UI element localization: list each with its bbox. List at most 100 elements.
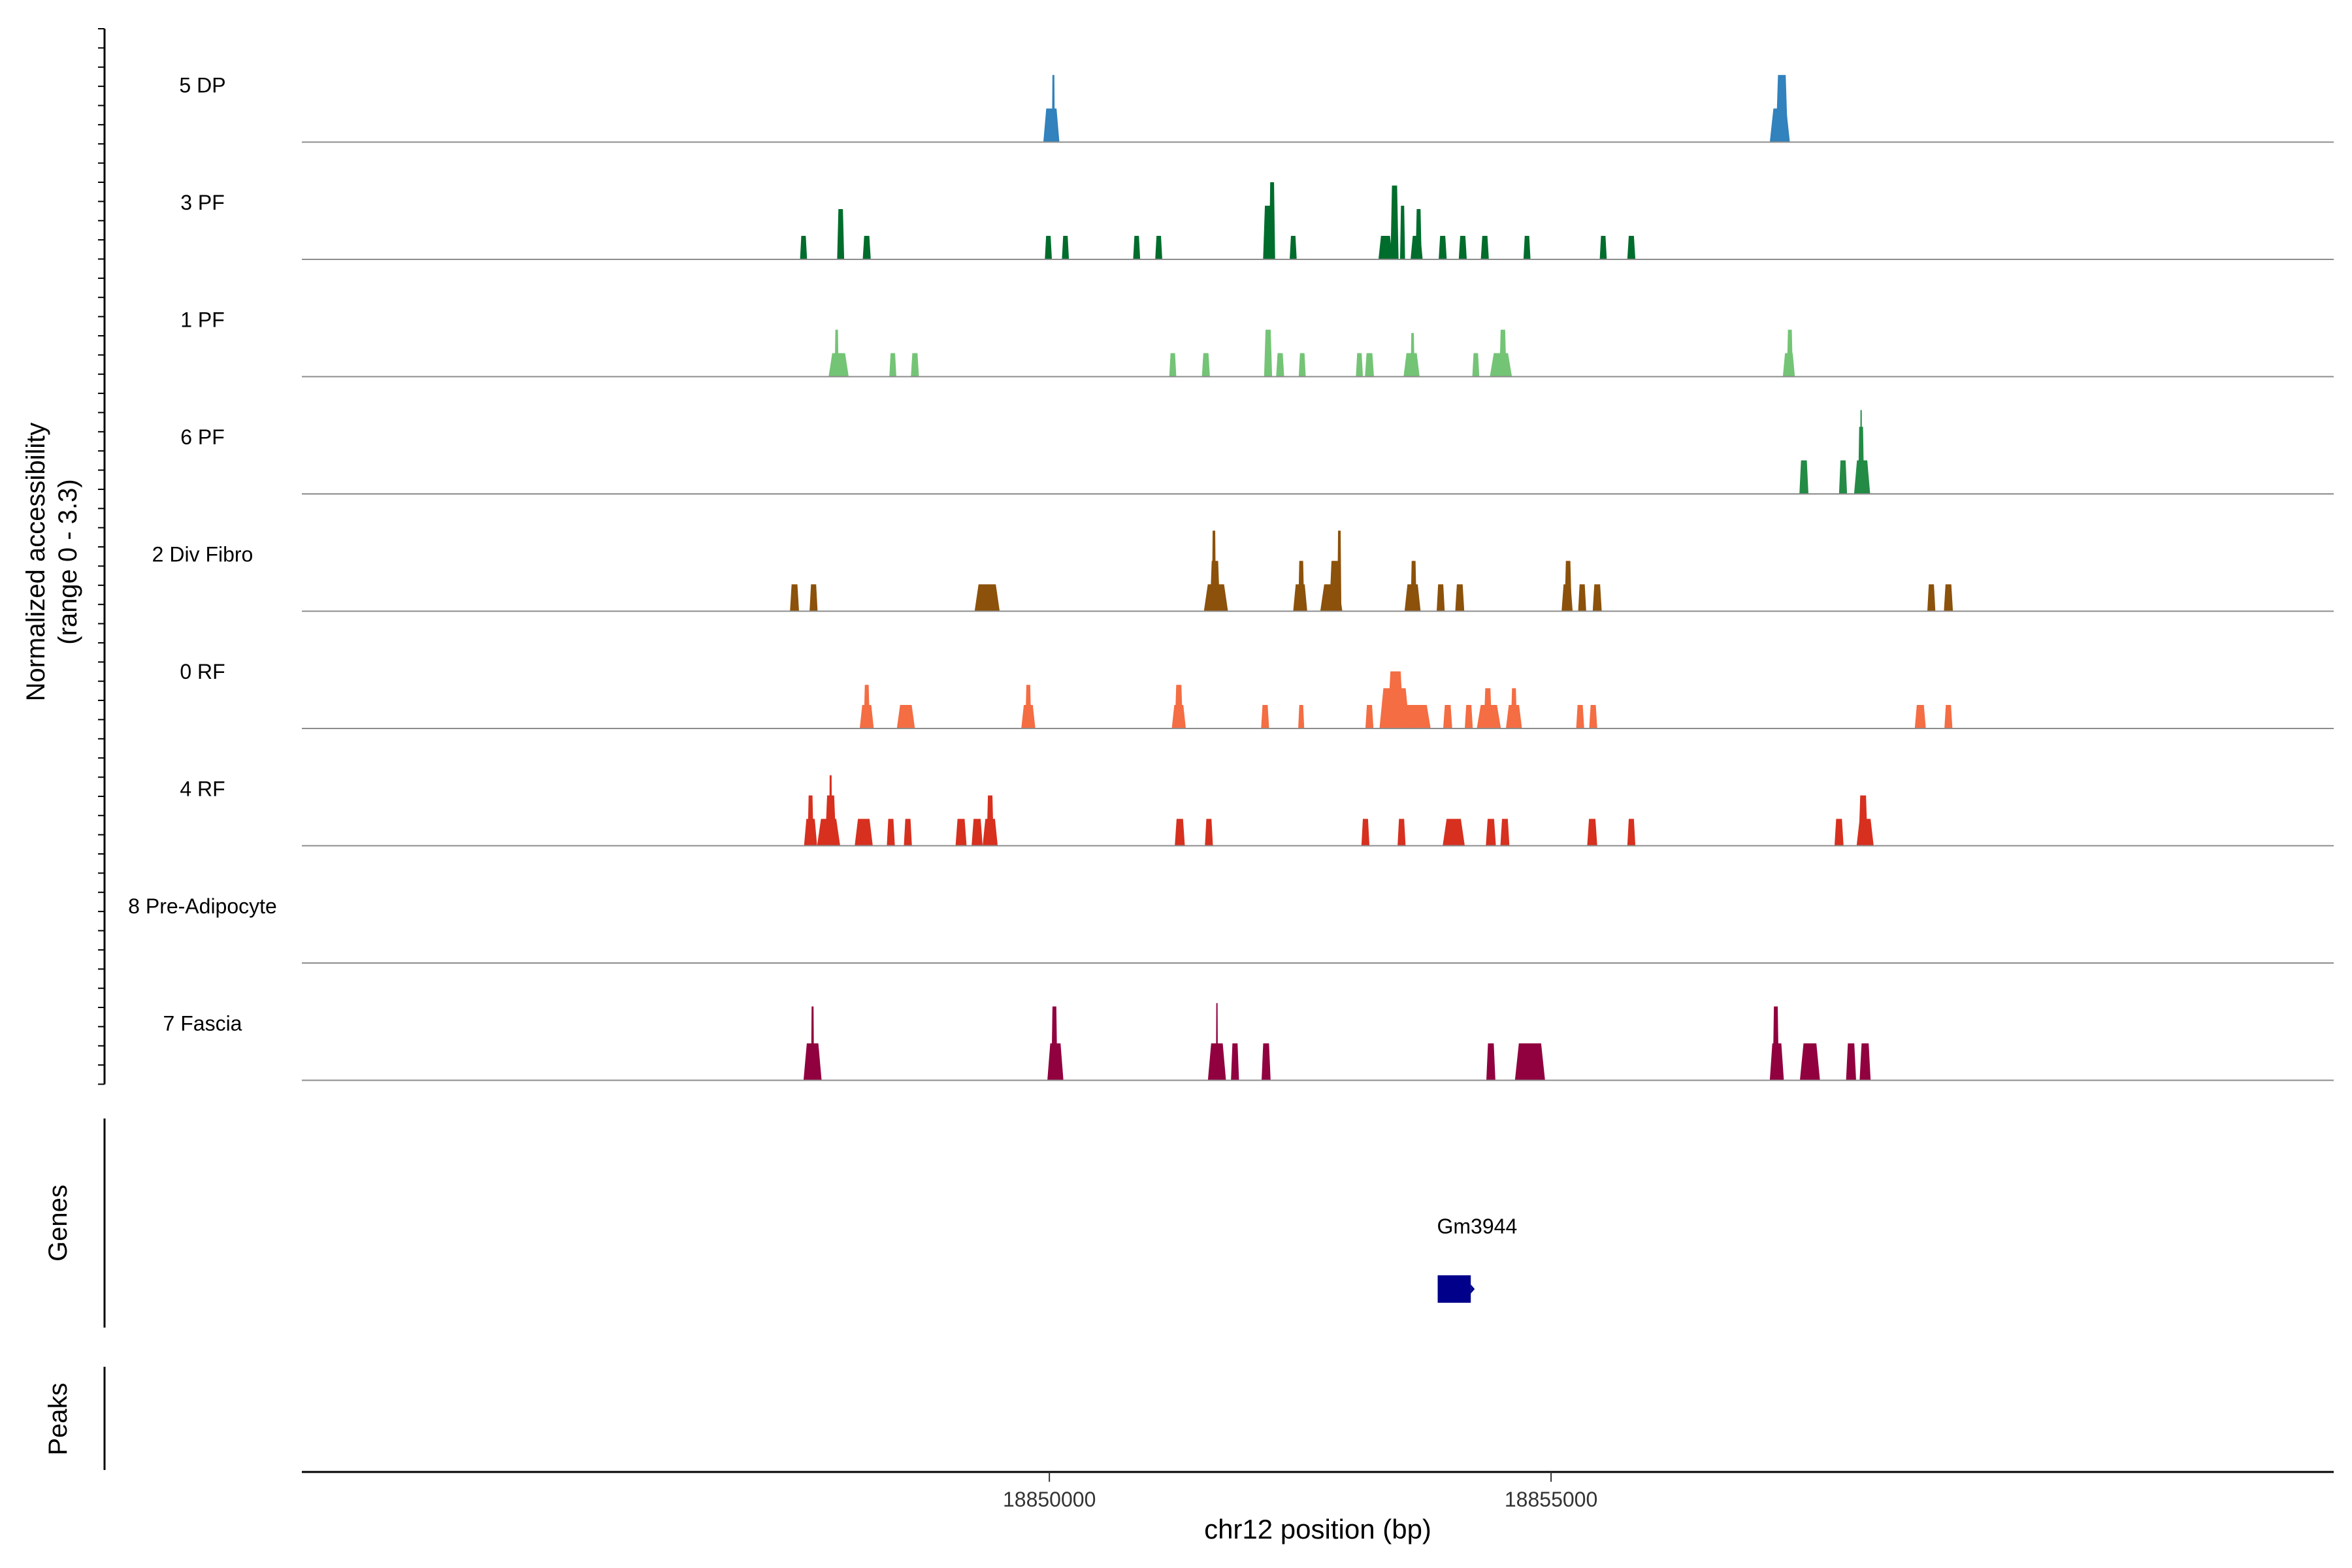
track-0-rf: 0 RF — [180, 660, 2334, 729]
accessibility-peak — [1062, 236, 1070, 259]
accessibility-peak — [1860, 410, 1863, 494]
accessibility-peak — [1944, 705, 1953, 728]
x-axis-title: chr12 position (bp) — [1204, 1514, 1431, 1544]
y-axis-title: Normalized accessibility — [22, 423, 50, 702]
y-axis — [98, 28, 106, 1085]
accessibility-peak — [1834, 819, 1844, 846]
accessibility-peak — [904, 819, 912, 846]
accessibility-peak — [1627, 236, 1636, 259]
track-label: 6 PF — [180, 425, 225, 449]
accessibility-peak — [1169, 353, 1177, 377]
accessibility-peak — [1337, 531, 1342, 612]
accessibility-peak — [1415, 208, 1422, 259]
accessibility-peak — [837, 208, 845, 259]
accessibility-peak — [1399, 205, 1405, 259]
accessibility-peak — [1205, 819, 1213, 846]
accessibility-peak — [972, 819, 983, 846]
accessibility-peak — [1356, 353, 1364, 377]
accessibility-peak — [1361, 819, 1370, 846]
track-label: 7 Fascia — [163, 1012, 242, 1036]
accessibility-peak — [1289, 236, 1297, 259]
accessibility-peak — [1276, 353, 1284, 377]
accessibility-peak — [1499, 329, 1507, 377]
tracks: 5 DP 3 PF 1 PF 6 PF 2 Div Fibro 0 RF 4 RF 8 Pre… — [128, 74, 2334, 1081]
accessibility-peak — [1390, 186, 1399, 259]
accessibility-peak — [1043, 108, 1060, 142]
accessibility-peak — [1411, 333, 1415, 377]
accessibility-peak — [1155, 236, 1162, 259]
track-8-pre-adipocyte: 8 Pre-Adipocyte — [128, 894, 2334, 964]
y-axis-title-range: (range 0 - 3.3) — [54, 479, 82, 644]
accessibility-peak — [1799, 1043, 1820, 1081]
accessibility-peak — [1776, 74, 1788, 142]
accessibility-peak — [1484, 688, 1492, 728]
accessibility-peak — [809, 584, 818, 612]
accessibility-peak — [1133, 236, 1141, 259]
accessibility-peak — [1799, 460, 1809, 494]
accessibility-peak — [1298, 353, 1306, 377]
accessibility-peak — [1592, 584, 1602, 612]
accessibility-peak — [1514, 1043, 1545, 1081]
track-1-pf: 1 PF — [180, 308, 2334, 378]
accessibility-peak — [1486, 1043, 1495, 1081]
accessibility-peak — [1264, 329, 1273, 377]
accessibility-peak — [1578, 584, 1586, 612]
track-label: 0 RF — [180, 660, 225, 683]
accessibility-peak — [1231, 1043, 1239, 1081]
accessibility-peak — [955, 819, 967, 846]
accessibility-peak — [1365, 353, 1375, 377]
accessibility-peak — [1927, 584, 1936, 612]
gene-label: Gm3944 — [1437, 1215, 1518, 1238]
gene-body — [1437, 1275, 1471, 1303]
x-axis: 18850000 18855000 — [1003, 1472, 1597, 1511]
accessibility-peak — [834, 329, 839, 377]
track-7-fascia: 7 Fascia — [163, 1003, 2334, 1081]
accessibility-peak — [1045, 236, 1053, 259]
accessibility-peak — [896, 705, 915, 728]
accessibility-peak — [1587, 819, 1597, 846]
accessibility-peak — [1786, 329, 1793, 377]
accessibility-peak — [1627, 819, 1636, 846]
accessibility-peak — [987, 795, 994, 846]
track-label: 4 RF — [180, 777, 225, 801]
accessibility-peak — [974, 584, 1000, 612]
accessibility-peak — [1523, 236, 1531, 259]
accessibility-peak — [1052, 74, 1055, 142]
accessibility-peak — [1480, 236, 1489, 259]
accessibility-peak — [1486, 819, 1496, 846]
accessibility-peak — [1500, 819, 1510, 846]
track-3-pf: 3 PF — [180, 182, 2334, 260]
accessibility-peak — [1944, 584, 1953, 612]
track-label: 5 DP — [179, 74, 225, 97]
accessibility-peak — [1443, 819, 1465, 846]
accessibility-peak — [1025, 685, 1032, 728]
accessibility-peak — [911, 353, 919, 377]
track-label: 8 Pre-Adipocyte — [128, 894, 277, 918]
accessibility-peak — [1439, 236, 1447, 259]
accessibility-peak — [889, 353, 896, 377]
accessibility-peak — [1859, 1043, 1871, 1081]
accessibility-peak — [1458, 236, 1467, 259]
accessibility-peak — [1201, 353, 1210, 377]
track-2-div-fibro: 2 Div Fibro — [152, 531, 2334, 612]
track-5-dp: 5 DP — [179, 74, 2334, 143]
accessibility-peak — [1397, 819, 1406, 846]
accessibility-peak — [1211, 531, 1217, 612]
accessibility-peak — [1175, 819, 1185, 846]
accessibility-peak — [1472, 353, 1480, 377]
track-label: 2 Div Fibro — [152, 543, 253, 566]
track-label: 3 PF — [180, 191, 225, 214]
accessibility-peak — [1387, 671, 1404, 728]
accessibility-peak — [855, 819, 873, 846]
accessibility-peak — [1175, 685, 1183, 728]
accessibility-peak — [1589, 705, 1597, 728]
accessibility-peak — [1261, 1043, 1271, 1081]
accessibility-peak — [1378, 236, 1393, 259]
track-6-pf: 6 PF — [180, 410, 2334, 495]
track-label: 1 PF — [180, 308, 225, 332]
accessibility-peak — [829, 775, 832, 846]
x-tick-label: 18855000 — [1505, 1488, 1597, 1511]
accessibility-peak — [1914, 705, 1926, 728]
track-4-rf: 4 RF — [180, 775, 2334, 847]
accessibility-peak — [828, 353, 849, 377]
